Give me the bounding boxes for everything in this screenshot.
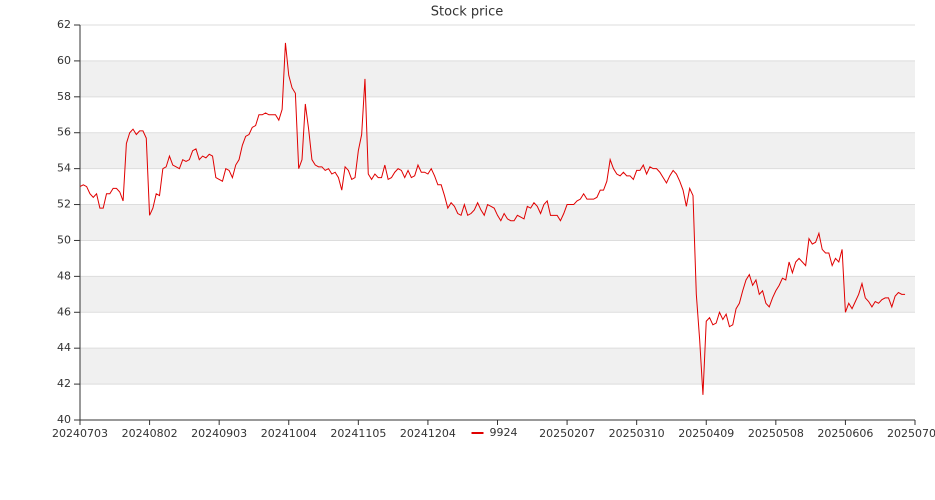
chart-title: Stock price — [431, 5, 503, 20]
x-tick-label: 20240703 — [52, 427, 108, 440]
y-tick-label: 50 — [57, 233, 71, 246]
x-tick-label: 20250708 — [887, 427, 935, 440]
grid-band — [80, 204, 915, 241]
x-tick-label: 20250409 — [678, 427, 734, 440]
x-tick-label: 20250207 — [539, 427, 595, 440]
x-tick-label: 20240903 — [191, 427, 247, 440]
legend-box — [467, 425, 526, 441]
y-tick-label: 42 — [57, 377, 71, 390]
grid-band — [80, 132, 915, 169]
y-tick-label: 44 — [57, 341, 71, 354]
x-tick-label: 20250310 — [609, 427, 665, 440]
grid-band — [80, 276, 915, 313]
y-tick-label: 56 — [57, 126, 71, 139]
grid-band — [80, 60, 915, 97]
y-tick-label: 54 — [57, 162, 71, 175]
y-tick-label: 40 — [57, 413, 71, 426]
legend: 9924 — [467, 425, 526, 441]
grid-band — [80, 348, 915, 385]
y-tick-label: 62 — [57, 18, 71, 31]
series-line — [79, 42, 906, 395]
y-tick-label: 60 — [57, 54, 71, 67]
x-tick-label: 20240802 — [122, 427, 178, 440]
y-tick-label: 52 — [57, 198, 71, 211]
x-tick-label: 20241004 — [261, 427, 317, 440]
y-tick-label: 48 — [57, 269, 71, 282]
x-tick-label: 20250508 — [748, 427, 804, 440]
x-tick-label: 20241105 — [330, 427, 386, 440]
x-tick-label: 20250606 — [817, 427, 873, 440]
legend-label: 9924 — [490, 426, 518, 439]
y-tick-label: 46 — [57, 305, 71, 318]
x-tick-label: 20241204 — [400, 427, 456, 440]
y-tick-label: 58 — [57, 90, 71, 103]
